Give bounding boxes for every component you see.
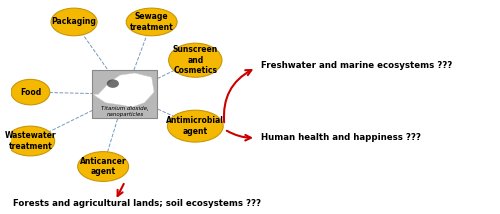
Ellipse shape xyxy=(107,79,119,88)
Text: Antimicrobial
agent: Antimicrobial agent xyxy=(166,116,224,136)
Ellipse shape xyxy=(51,8,97,36)
Ellipse shape xyxy=(11,79,50,105)
Text: Sunscreen
and
Cosmetics: Sunscreen and Cosmetics xyxy=(172,45,218,75)
Polygon shape xyxy=(94,73,154,107)
Text: Sewage
treatment: Sewage treatment xyxy=(130,12,174,32)
Text: Human health and happiness ???: Human health and happiness ??? xyxy=(261,133,420,142)
Text: Wastewater
treatment: Wastewater treatment xyxy=(4,131,56,151)
Ellipse shape xyxy=(168,43,222,77)
Text: Anticancer
agent: Anticancer agent xyxy=(80,157,126,176)
Ellipse shape xyxy=(78,152,128,181)
Text: Forests and agricultural lands; soil ecosystems ???: Forests and agricultural lands; soil eco… xyxy=(14,199,262,208)
Text: Packaging: Packaging xyxy=(52,18,96,27)
FancyBboxPatch shape xyxy=(92,70,158,118)
Ellipse shape xyxy=(168,110,223,142)
Text: Freshwater and marine ecosystems ???: Freshwater and marine ecosystems ??? xyxy=(261,61,452,70)
Text: Food: Food xyxy=(20,88,41,97)
Ellipse shape xyxy=(126,8,177,36)
Ellipse shape xyxy=(6,126,54,156)
Text: Titanium dioxide,
nanoparticles: Titanium dioxide, nanoparticles xyxy=(101,106,149,117)
